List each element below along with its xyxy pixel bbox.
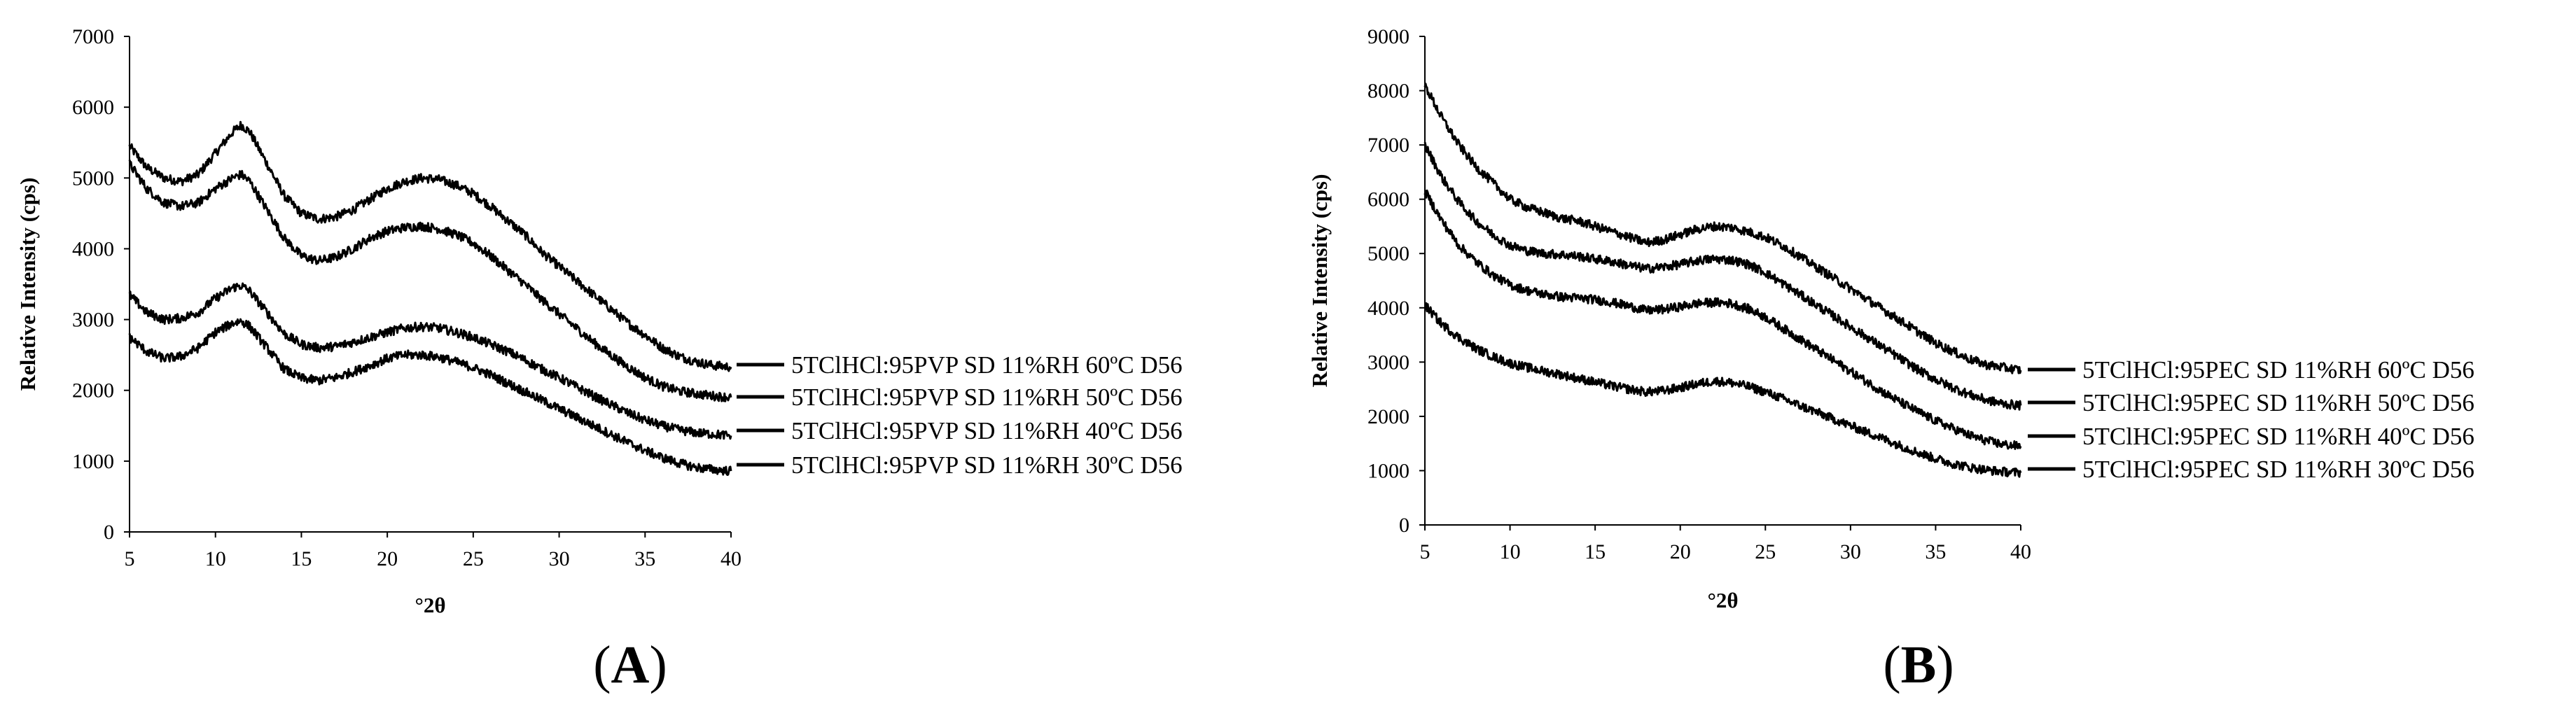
- panel-label: (B): [1883, 636, 1954, 694]
- legend-label-4: 5TClHCl:95PVP SD 11%RH 30ºC D56: [791, 451, 1183, 479]
- panel-letter: B: [1901, 636, 1937, 694]
- x-tick-label: 40: [2010, 540, 2031, 563]
- x-tick-label: 25: [463, 547, 484, 570]
- x-tick-label: 25: [1755, 540, 1776, 563]
- xrd-chart-a: 0 1000 2000 3000 4000 5000 6000 7000 5 10 15 20 25 30…: [15, 25, 1183, 694]
- x-tick-label: 20: [1670, 540, 1691, 563]
- y-tick-label: 8000: [1367, 80, 1409, 103]
- legend-label-1: 5TClHCl:95PVP SD 11%RH 60ºC D56: [791, 351, 1183, 379]
- y-tick-label: 7000: [72, 25, 114, 48]
- x-tick-label: 15: [1585, 540, 1606, 563]
- x-tick-label: 5: [125, 547, 135, 570]
- series-line-4: [128, 318, 732, 476]
- y-tick-label: 0: [104, 521, 114, 544]
- y-tick-label: 4000: [72, 237, 114, 260]
- series-line-2: [1423, 141, 2022, 411]
- y-tick-label: 7000: [1367, 134, 1409, 157]
- y-tick-label: 1000: [1367, 459, 1409, 482]
- y-tick-label: 2000: [1367, 405, 1409, 428]
- panel-label: (A): [593, 636, 667, 694]
- x-tick-label: 10: [205, 547, 226, 570]
- y-tick-label: 6000: [72, 96, 114, 119]
- x-axis-title: °2θ: [1707, 588, 1738, 612]
- legend-label-2: 5TClHCl:95PVP SD 11%RH 50ºC D56: [791, 384, 1183, 411]
- chart-panel-b: 0 1000 2000 3000 4000 5000 6000 7000 8000 9000 5 10…: [1288, 0, 2576, 709]
- series-line-3: [128, 282, 732, 440]
- series-line-4: [1423, 302, 2022, 478]
- y-tick-label: 6000: [1367, 188, 1409, 211]
- y-tick-label: 4000: [1367, 297, 1409, 320]
- legend-label-3: 5TClHCl:95PVP SD 11%RH 40ºC D56: [791, 417, 1183, 444]
- x-tick-label: 35: [1925, 540, 1946, 563]
- x-tick-label: 40: [720, 547, 742, 570]
- x-tick-label: 20: [377, 547, 398, 570]
- legend-label-3: 5TClHCl:95PEC SD 11%RH 40ºC D56: [2082, 423, 2474, 450]
- y-tick-label: 2000: [72, 379, 114, 402]
- legend-label-2: 5TClHCl:95PEC SD 11%RH 50ºC D56: [2082, 389, 2474, 416]
- y-axis-title: Relative Intensity (cps): [1307, 174, 1332, 388]
- x-tick-label: 5: [1420, 540, 1430, 563]
- y-tick-label: 3000: [1367, 351, 1409, 374]
- y-tick-label: 3000: [72, 309, 114, 332]
- series-line-2: [128, 160, 732, 402]
- y-tick-label: 9000: [1367, 25, 1409, 48]
- series-line-1: [1423, 83, 2022, 374]
- x-tick-label: 30: [1840, 540, 1861, 563]
- x-tick-label: 30: [549, 547, 570, 570]
- series-line-3: [1423, 189, 2022, 450]
- chart-panel-a: 0 1000 2000 3000 4000 5000 6000 7000 5 10 15 20 25 30…: [15, 25, 1183, 694]
- y-tick-label: 1000: [72, 450, 114, 473]
- series-line-1: [128, 120, 732, 372]
- y-tick-label: 5000: [72, 167, 114, 190]
- xrd-chart-b: 0 1000 2000 3000 4000 5000 6000 7000 8000 9000 5 10…: [1307, 25, 2474, 694]
- y-axis-title: Relative Intensity (cps): [15, 178, 40, 391]
- legend-label-4: 5TClHCl:95PEC SD 11%RH 30ºC D56: [2082, 456, 2474, 483]
- legend-label-1: 5TClHCl:95PEC SD 11%RH 60ºC D56: [2082, 356, 2474, 384]
- y-tick-label: 5000: [1367, 242, 1409, 265]
- y-tick-label: 0: [1399, 514, 1409, 537]
- panel-letter: A: [611, 636, 650, 694]
- x-tick-label: 15: [291, 547, 312, 570]
- x-axis-title: °2θ: [415, 593, 445, 617]
- x-tick-label: 35: [634, 547, 655, 570]
- x-tick-label: 10: [1500, 540, 1521, 563]
